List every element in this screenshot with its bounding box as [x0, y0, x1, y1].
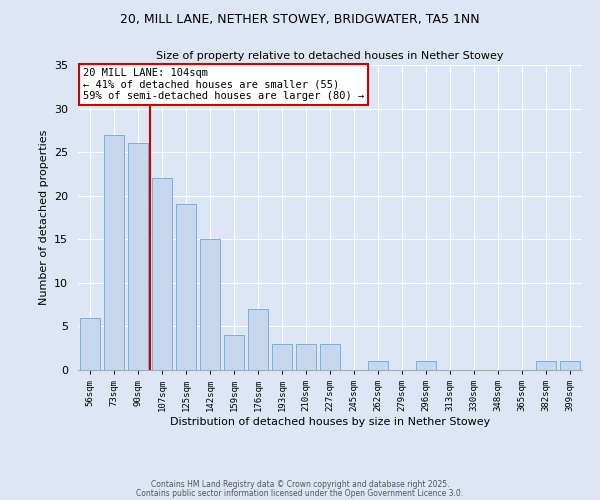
- Bar: [80, 318, 100, 370]
- Bar: [104, 134, 124, 370]
- Bar: [320, 344, 340, 370]
- Bar: [248, 309, 268, 370]
- Bar: [128, 144, 148, 370]
- X-axis label: Distribution of detached houses by size in Nether Stowey: Distribution of detached houses by size …: [170, 417, 490, 427]
- Bar: [272, 344, 292, 370]
- Text: 20, MILL LANE, NETHER STOWEY, BRIDGWATER, TA5 1NN: 20, MILL LANE, NETHER STOWEY, BRIDGWATER…: [120, 12, 480, 26]
- Text: 20 MILL LANE: 104sqm
← 41% of detached houses are smaller (55)
59% of semi-detac: 20 MILL LANE: 104sqm ← 41% of detached h…: [83, 68, 364, 101]
- Bar: [560, 362, 580, 370]
- Text: Contains public sector information licensed under the Open Government Licence 3.: Contains public sector information licen…: [136, 488, 464, 498]
- Bar: [536, 362, 556, 370]
- Bar: [176, 204, 196, 370]
- Text: Contains HM Land Registry data © Crown copyright and database right 2025.: Contains HM Land Registry data © Crown c…: [151, 480, 449, 489]
- Title: Size of property relative to detached houses in Nether Stowey: Size of property relative to detached ho…: [156, 52, 504, 62]
- Y-axis label: Number of detached properties: Number of detached properties: [38, 130, 49, 305]
- Bar: [416, 362, 436, 370]
- Bar: [296, 344, 316, 370]
- Bar: [224, 335, 244, 370]
- Bar: [200, 240, 220, 370]
- Bar: [368, 362, 388, 370]
- Bar: [152, 178, 172, 370]
